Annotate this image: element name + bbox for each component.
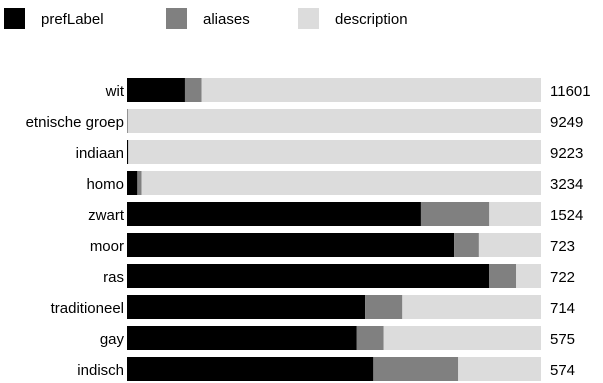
bar-segment-description-gay	[383, 326, 541, 350]
category-label-wit: wit	[105, 83, 125, 100]
total-label-gay: 575	[550, 331, 575, 348]
bar-segment-description-moor	[478, 233, 541, 257]
bar-segment-description-etnische-groep	[127, 109, 541, 133]
bar-segment-description-wit	[201, 78, 541, 102]
bar-segment-preflabel-zwart	[127, 202, 421, 226]
legend-swatch-description	[298, 8, 319, 29]
bar-segment-aliases-indisch	[373, 357, 459, 381]
bar-segment-preflabel-homo	[127, 171, 138, 195]
bar-segment-aliases-traditioneel	[365, 295, 403, 319]
category-label-etnische-groep: etnische groep	[26, 114, 124, 131]
category-label-traditioneel: traditioneel	[51, 300, 124, 317]
bar-segment-description-ras	[516, 264, 541, 288]
total-label-indisch: 574	[550, 362, 575, 379]
bar-segment-aliases-gay	[356, 326, 384, 350]
bar-segment-aliases-wit	[184, 78, 202, 102]
bar-segment-preflabel-traditioneel	[127, 295, 366, 319]
legend-label-aliases: aliases	[203, 11, 250, 28]
category-label-indiaan: indiaan	[76, 145, 124, 162]
total-label-etnische-groep: 9249	[550, 114, 583, 131]
legend-swatch-preflabel	[4, 8, 25, 29]
bar-segment-preflabel-gay	[127, 326, 357, 350]
bar-segment-preflabel-indiaan	[127, 140, 129, 164]
category-label-homo: homo	[86, 176, 124, 193]
bar-segment-preflabel-moor	[127, 233, 455, 257]
total-label-indiaan: 9223	[550, 145, 583, 162]
legend-label-description: description	[335, 11, 408, 28]
bar-segment-description-zwart	[489, 202, 541, 226]
bar-segment-aliases-zwart	[420, 202, 490, 226]
bar-segment-description-traditioneel	[402, 295, 541, 319]
total-label-traditioneel: 714	[550, 300, 575, 317]
category-label-ras: ras	[103, 269, 124, 286]
bar-segment-description-indisch	[458, 357, 541, 381]
bar-segment-aliases-moor	[454, 233, 479, 257]
total-label-zwart: 1524	[550, 207, 583, 224]
bar-segment-aliases-homo	[137, 171, 142, 195]
category-label-indisch: indisch	[77, 362, 124, 379]
category-label-moor: moor	[90, 238, 124, 255]
legend-swatch-aliases	[166, 8, 187, 29]
bar-segment-preflabel-wit	[127, 78, 185, 102]
chart-legend: prefLabel aliases description	[4, 8, 408, 29]
legend-label-preflabel: prefLabel	[41, 11, 104, 28]
category-label-gay: gay	[100, 331, 125, 348]
total-label-moor: 723	[550, 238, 575, 255]
bar-segment-preflabel-indisch	[127, 357, 374, 381]
bar-segment-preflabel-ras	[127, 264, 490, 288]
category-label-zwart: zwart	[88, 207, 125, 224]
bar-segment-description-indiaan	[128, 140, 542, 164]
total-label-ras: 722	[550, 269, 575, 286]
chart-bars: wit 11601 etnische groep 9249 indiaan 9223 hom…	[26, 78, 591, 381]
bar-segment-aliases-ras	[489, 264, 517, 288]
total-label-homo: 3234	[550, 176, 583, 193]
total-label-wit: 11601	[550, 83, 591, 100]
bar-segment-description-homo	[141, 171, 542, 195]
